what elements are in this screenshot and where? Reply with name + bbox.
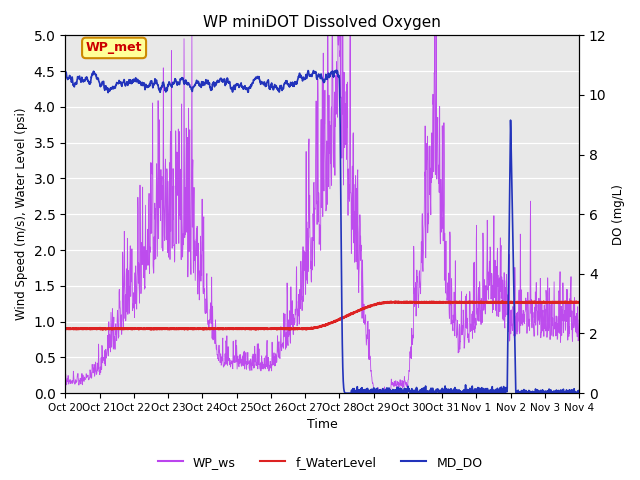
Text: WP_met: WP_met <box>86 41 142 54</box>
Y-axis label: DO (mg/L): DO (mg/L) <box>612 184 625 245</box>
Title: WP miniDOT Dissolved Oxygen: WP miniDOT Dissolved Oxygen <box>204 15 441 30</box>
Y-axis label: Wind Speed (m/s), Water Level (psi): Wind Speed (m/s), Water Level (psi) <box>15 108 28 321</box>
Legend: WP_ws, f_WaterLevel, MD_DO: WP_ws, f_WaterLevel, MD_DO <box>152 451 488 474</box>
X-axis label: Time: Time <box>307 419 337 432</box>
